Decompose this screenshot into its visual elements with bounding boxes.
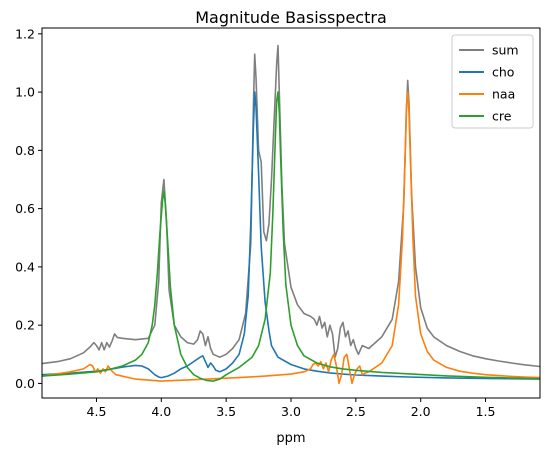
y-tick-label: 1.2 [15,26,35,41]
x-tick-label: 3.5 [216,404,236,419]
y-tick-label: 0.6 [15,201,35,216]
x-tick-label: 2.5 [346,404,366,419]
x-tick-label: 4.0 [151,404,171,419]
series-layer [42,44,540,385]
y-tick-label: 0.2 [15,318,35,333]
series-line-cre [42,91,540,382]
x-tick-label: 3.0 [281,404,301,419]
x-tick-label: 2.0 [411,404,431,419]
y-tick-label: 1.0 [15,85,35,100]
series-line-sum [42,44,540,368]
x-tick-label: 4.5 [87,404,107,419]
series-line-naa [42,91,540,385]
y-axis: 0.0 0.2 0.4 0.6 0.8 1.0 1.2 [15,26,42,391]
y-tick-label: 0.4 [15,259,35,274]
series-line-cho [42,91,540,380]
legend-label-cho: cho [492,65,514,80]
legend-label-cre: cre [492,109,512,124]
x-tick-label: 1.5 [476,404,496,419]
y-tick-label: 0.8 [15,143,35,158]
legend-label-naa: naa [492,87,515,102]
legend-box [451,34,534,129]
legend: sum cho naa cre [451,34,534,129]
chart-title: Magnitude Basisspectra [195,8,387,27]
legend-label-sum: sum [492,43,519,58]
x-axis: 4.5 4.0 3.5 3.0 2.5 2.0 1.5 [87,398,496,419]
y-tick-label: 0.0 [15,376,35,391]
x-axis-label: ppm [276,431,305,446]
